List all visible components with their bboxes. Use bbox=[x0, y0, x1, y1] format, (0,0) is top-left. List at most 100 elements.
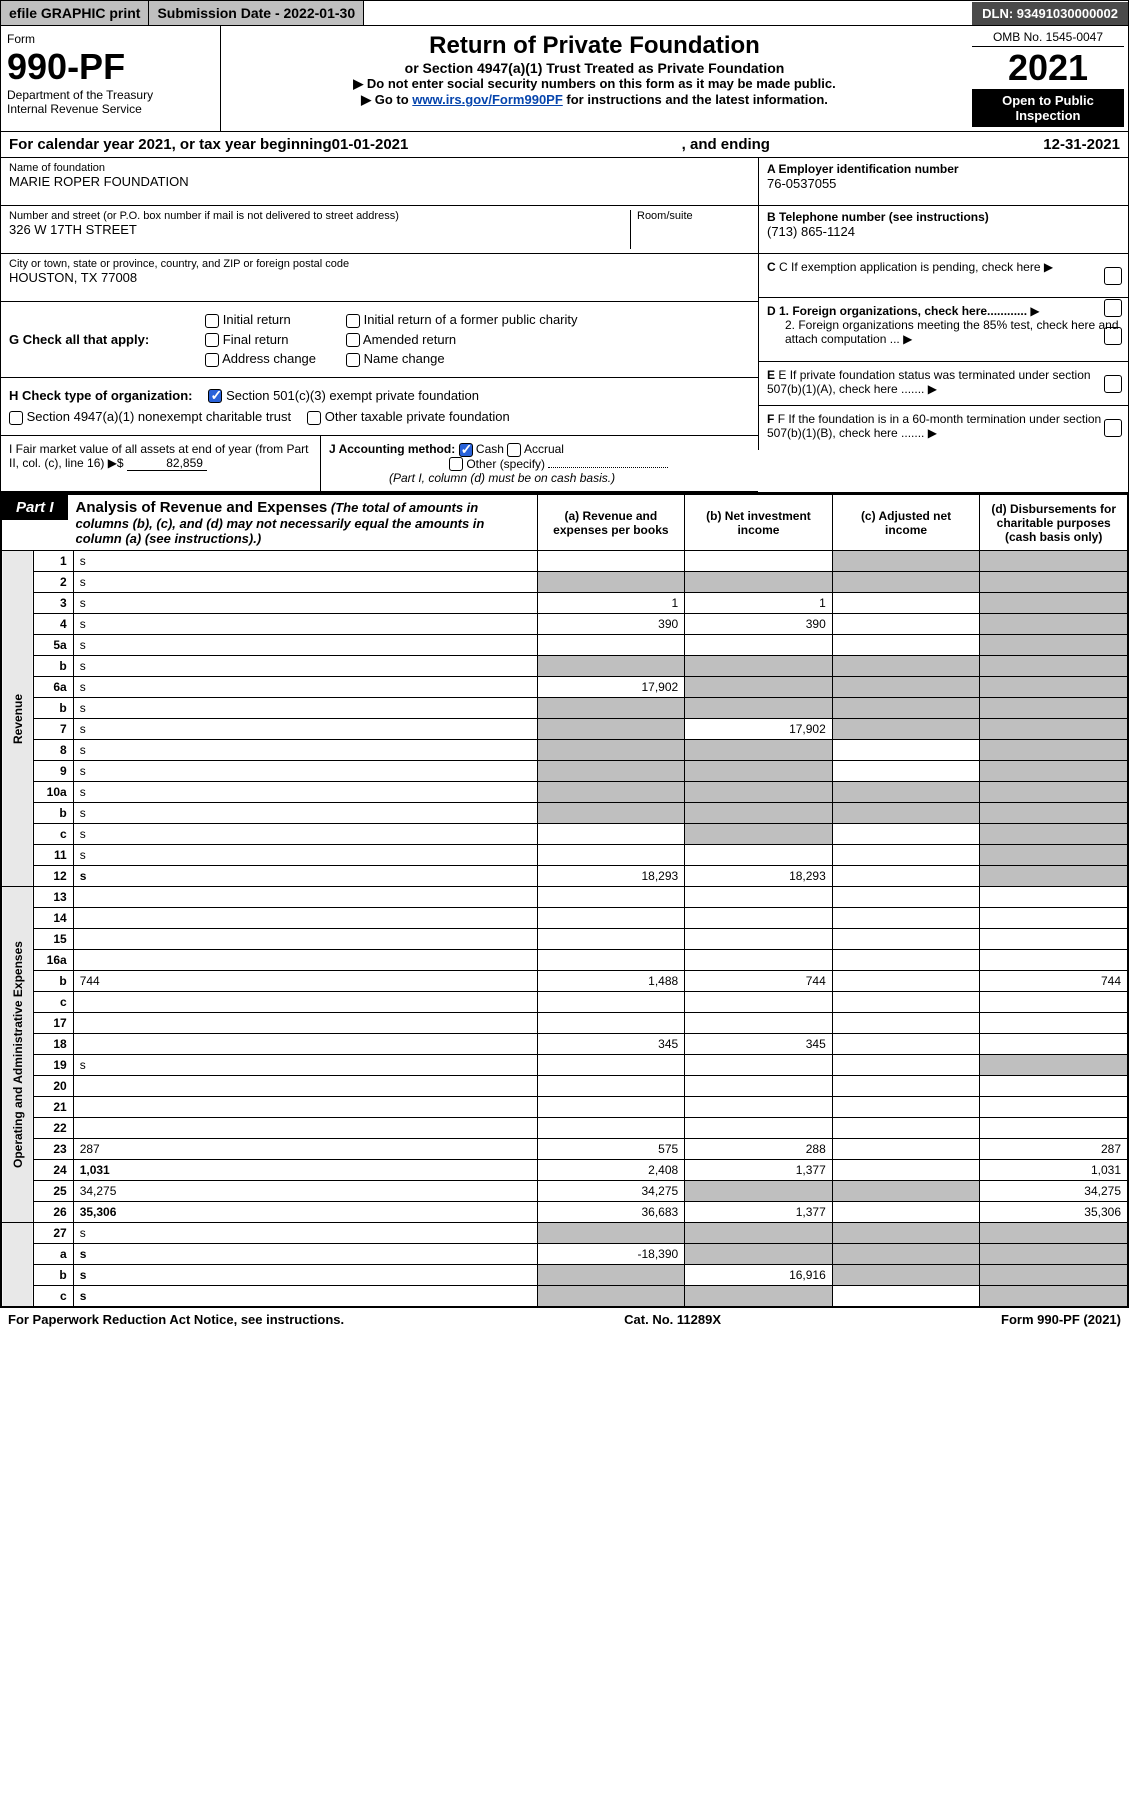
table-row: 21 bbox=[2, 1097, 1128, 1118]
j-other[interactable]: Other (specify) bbox=[449, 457, 668, 471]
f-cell: F F If the foundation is in a 60-month t… bbox=[758, 406, 1128, 450]
table-row: 6as17,902 bbox=[2, 677, 1128, 698]
table-row: 11s bbox=[2, 845, 1128, 866]
i-val: 82,859 bbox=[127, 456, 207, 471]
col-b: (b) Net investment income bbox=[685, 495, 833, 551]
h-opt-1[interactable]: Section 501(c)(3) exempt private foundat… bbox=[208, 388, 479, 404]
tel-cell: B Telephone number (see instructions) (7… bbox=[758, 206, 1128, 254]
f-check[interactable] bbox=[1104, 419, 1122, 437]
topbar: efile GRAPHIC print Submission Date - 20… bbox=[0, 0, 1129, 26]
form-header: Form 990-PF Department of the Treasury I… bbox=[0, 26, 1129, 131]
table-row: 10as bbox=[2, 782, 1128, 803]
form-link[interactable]: www.irs.gov/Form990PF bbox=[412, 92, 563, 107]
city-label: City or town, state or province, country… bbox=[9, 258, 750, 270]
table-row: b7441,488744744 bbox=[2, 971, 1128, 992]
part1-wrap: Part I Analysis of Revenue and Expenses … bbox=[0, 493, 1129, 1308]
submission-btn[interactable]: Submission Date - 2022-01-30 bbox=[149, 1, 364, 25]
h-opt-2[interactable]: Section 4947(a)(1) nonexempt charitable … bbox=[9, 409, 291, 425]
name-label: Name of foundation bbox=[9, 162, 750, 174]
ij-row: I Fair market value of all assets at end… bbox=[1, 436, 758, 493]
g-opt-1[interactable]: Final return bbox=[205, 332, 316, 348]
g-opt-4[interactable]: Amended return bbox=[346, 332, 578, 348]
d1-text: D 1. Foreign organizations, check here..… bbox=[767, 304, 1027, 318]
g-opt-5[interactable]: Name change bbox=[346, 351, 578, 367]
foundation-name: MARIE ROPER FOUNDATION bbox=[9, 174, 750, 189]
f-text: F If the foundation is in a 60-month ter… bbox=[767, 412, 1101, 440]
side-label: Revenue bbox=[2, 551, 34, 887]
table-row: 16a bbox=[2, 950, 1128, 971]
table-row: Operating and Administrative Expenses13 bbox=[2, 887, 1128, 908]
g-opt-3[interactable]: Initial return of a former public charit… bbox=[346, 312, 578, 328]
efile-btn[interactable]: efile GRAPHIC print bbox=[1, 1, 149, 25]
footer: For Paperwork Reduction Act Notice, see … bbox=[0, 1308, 1129, 1331]
side-label bbox=[2, 1223, 34, 1307]
note2-pre: ▶ Go to bbox=[361, 92, 412, 107]
table-row: 241,0312,4081,3771,031 bbox=[2, 1160, 1128, 1181]
d2-check[interactable] bbox=[1104, 327, 1122, 345]
ein: 76-0537055 bbox=[767, 176, 1120, 191]
cy-pre: For calendar year 2021, or tax year begi… bbox=[9, 136, 332, 153]
table-row: bs16,916 bbox=[2, 1265, 1128, 1286]
cy-end: 12-31-2021 bbox=[1043, 136, 1120, 153]
footer-left: For Paperwork Reduction Act Notice, see … bbox=[8, 1312, 344, 1327]
j-accrual[interactable]: Accrual bbox=[507, 442, 564, 456]
city-cell: City or town, state or province, country… bbox=[1, 254, 758, 302]
c-text: C If exemption application is pending, c… bbox=[779, 260, 1041, 274]
addr-cell: Number and street (or P.O. box number if… bbox=[1, 206, 758, 254]
e-check[interactable] bbox=[1104, 375, 1122, 393]
table-row: 17 bbox=[2, 1013, 1128, 1034]
table-row: 2s bbox=[2, 572, 1128, 593]
table-row: 20 bbox=[2, 1076, 1128, 1097]
analysis-table: Part I Analysis of Revenue and Expenses … bbox=[1, 494, 1128, 1307]
table-row: 2635,30636,6831,37735,306 bbox=[2, 1202, 1128, 1223]
table-row: 14 bbox=[2, 908, 1128, 929]
d-cell: D 1. Foreign organizations, check here..… bbox=[758, 298, 1128, 362]
table-row: 5as bbox=[2, 635, 1128, 656]
calendar-year: For calendar year 2021, or tax year begi… bbox=[0, 131, 1129, 158]
j-label: J Accounting method: bbox=[329, 442, 455, 456]
part1-label: Part I bbox=[2, 495, 68, 520]
table-row: 15 bbox=[2, 929, 1128, 950]
table-row: 3s11 bbox=[2, 593, 1128, 614]
table-row: Revenue1s bbox=[2, 551, 1128, 572]
d2-text: 2. Foreign organizations meeting the 85%… bbox=[785, 318, 1119, 346]
c-check[interactable] bbox=[1104, 267, 1122, 285]
table-row: 7s17,902 bbox=[2, 719, 1128, 740]
j-cash[interactable]: Cash bbox=[459, 442, 504, 456]
form-label: Form bbox=[7, 32, 214, 46]
tel-label: B Telephone number (see instructions) bbox=[767, 210, 989, 224]
ein-label: A Employer identification number bbox=[767, 162, 959, 176]
table-row: 19s bbox=[2, 1055, 1128, 1076]
footer-mid: Cat. No. 11289X bbox=[624, 1312, 721, 1327]
table-row: 2534,27534,27534,275 bbox=[2, 1181, 1128, 1202]
col-a: (a) Revenue and expenses per books bbox=[537, 495, 685, 551]
title: Return of Private Foundation bbox=[241, 32, 948, 60]
note2-post: for instructions and the latest informat… bbox=[563, 92, 828, 107]
g-opt-2[interactable]: Address change bbox=[205, 351, 316, 367]
note2: ▶ Go to www.irs.gov/Form990PF for instru… bbox=[241, 92, 948, 108]
h-opt-3[interactable]: Other taxable private foundation bbox=[307, 409, 510, 425]
side-label: Operating and Administrative Expenses bbox=[2, 887, 34, 1223]
g-row: G Check all that apply: Initial return I… bbox=[1, 302, 758, 378]
table-row: 23287575288287 bbox=[2, 1139, 1128, 1160]
info-grid: Name of foundation MARIE ROPER FOUNDATIO… bbox=[0, 158, 1129, 493]
dept: Department of the Treasury Internal Reve… bbox=[7, 88, 214, 116]
table-row: bs bbox=[2, 656, 1128, 677]
table-row: bs bbox=[2, 698, 1128, 719]
name-cell: Name of foundation MARIE ROPER FOUNDATIO… bbox=[1, 158, 758, 206]
j-note: (Part I, column (d) must be on cash basi… bbox=[389, 471, 615, 485]
table-row: 27s bbox=[2, 1223, 1128, 1244]
d1-check[interactable] bbox=[1104, 299, 1122, 317]
table-row: cs bbox=[2, 1286, 1128, 1307]
h-row: H Check type of organization: Section 50… bbox=[1, 378, 758, 436]
addr: 326 W 17TH STREET bbox=[9, 222, 630, 237]
table-row: 9s bbox=[2, 761, 1128, 782]
g-opt-0[interactable]: Initial return bbox=[205, 312, 316, 328]
e-text: E If private foundation status was termi… bbox=[767, 368, 1091, 396]
omb: OMB No. 1545-0047 bbox=[972, 30, 1124, 47]
col-c: (c) Adjusted net income bbox=[832, 495, 980, 551]
subtitle: or Section 4947(a)(1) Trust Treated as P… bbox=[241, 60, 948, 76]
table-row: 8s bbox=[2, 740, 1128, 761]
table-row: 22 bbox=[2, 1118, 1128, 1139]
city: HOUSTON, TX 77008 bbox=[9, 270, 750, 285]
